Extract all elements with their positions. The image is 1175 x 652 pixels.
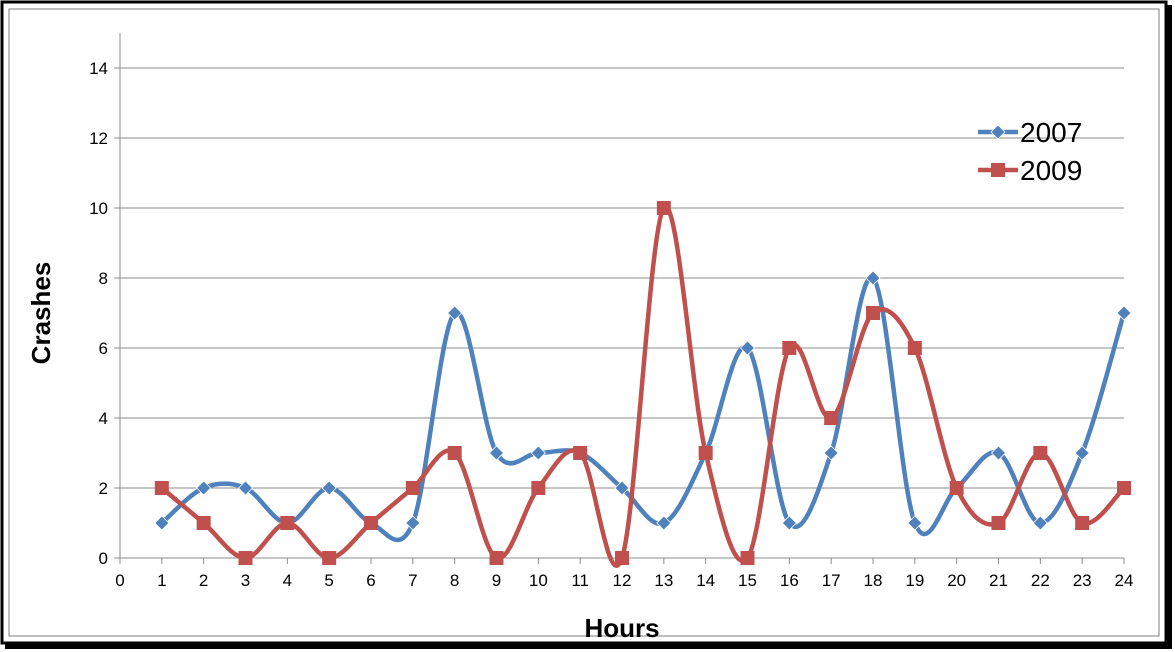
data-point-2009-x3 [238, 551, 253, 565]
x-tick-label: 9 [492, 571, 501, 590]
data-point-2009-x9 [489, 551, 504, 565]
data-point-2007-x13 [656, 515, 672, 531]
y-tick-labels: 0 2 4 6 8 10 12 14 [89, 59, 108, 568]
x-tick-label: 1 [157, 571, 166, 590]
data-point-2007-x21 [990, 445, 1007, 461]
data-point-2009-x20 [949, 481, 964, 495]
data-point-2007-x7 [405, 515, 421, 531]
data-point-2007-x5 [321, 480, 337, 496]
y-tick-label: 8 [99, 269, 108, 288]
data-point-2009-x7 [405, 481, 420, 495]
x-tick-label: 11 [571, 571, 589, 590]
x-tick-label: 3 [241, 571, 250, 590]
y-tick-label: 14 [89, 59, 108, 78]
x-tick-label: 8 [450, 571, 459, 590]
data-point-2007-x10 [530, 445, 546, 461]
data-point-2009-x23 [1075, 516, 1090, 530]
x-tick-label: 10 [529, 571, 548, 590]
data-point-2009-x6 [364, 516, 378, 530]
legend-label-2009: 2009 [1020, 155, 1082, 186]
x-tick-label: 17 [822, 571, 841, 590]
data-point-2009-x1 [154, 481, 169, 495]
data-point-2007-x24 [1116, 305, 1132, 321]
data-point-2007-x18 [865, 270, 881, 286]
x-tick-label: 22 [1031, 571, 1050, 590]
data-point-2009-x5 [322, 551, 337, 565]
data-point-2009-x13 [656, 201, 671, 215]
x-tick-label: 12 [613, 571, 632, 590]
x-tick-label: 4 [283, 571, 292, 590]
y-tick-label: 12 [89, 129, 108, 148]
data-point-2009-x11 [573, 446, 588, 460]
legend-marker-2009 [991, 163, 1005, 177]
x-tick-label: 20 [947, 571, 966, 590]
legend: 2007 2009 [978, 117, 1082, 186]
data-point-2007-x1 [154, 515, 170, 531]
data-point-2009-x19 [907, 341, 922, 355]
x-tick-label: 6 [366, 571, 375, 590]
data-point-2009-x12 [615, 551, 629, 565]
x-tick-label: 18 [864, 571, 883, 590]
x-tick-label: 0 [115, 571, 124, 590]
data-point-2007-x16 [781, 515, 797, 531]
data-point-2007-x12 [614, 480, 630, 496]
x-tick-labels: 0 1 2 3 4 5 6 7 8 9 10 11 12 13 14 15 16 17 18 19 20 21 22 23 24 [115, 571, 1133, 590]
x-tick-label: 14 [696, 571, 715, 590]
series-markers [154, 201, 1132, 565]
y-tick-label: 0 [99, 549, 108, 568]
data-point-2007-x15 [739, 340, 756, 356]
data-point-2007-x23 [1074, 445, 1090, 461]
data-point-2009-x21 [991, 516, 1006, 530]
data-point-2007-x9 [488, 445, 505, 461]
x-tick-label: 23 [1073, 571, 1092, 590]
x-tick-label: 19 [905, 571, 924, 590]
data-point-2009-x2 [196, 516, 211, 530]
data-point-2007-x2 [196, 480, 212, 496]
data-point-2009-x10 [531, 481, 546, 495]
x-axis-title: Hours [584, 613, 659, 643]
legend-label-2007: 2007 [1020, 117, 1082, 148]
y-tick-label: 4 [99, 409, 108, 428]
data-point-2009-x15 [740, 551, 755, 565]
y-axis-title: Crashes [26, 262, 56, 365]
y-tick-label: 2 [99, 479, 108, 498]
x-tick-label: 21 [989, 571, 1008, 590]
y-tick-label: 6 [99, 339, 108, 358]
data-point-2007-x22 [1032, 515, 1048, 531]
x-tick-label: 15 [738, 571, 757, 590]
data-point-2009-x22 [1033, 446, 1048, 460]
data-point-2007-x3 [237, 480, 254, 496]
x-tick-label: 24 [1115, 571, 1134, 590]
chart-inner-border [8, 8, 1160, 637]
data-point-2009-x8 [447, 446, 462, 460]
data-point-2007-x8 [447, 305, 463, 321]
data-point-2009-x24 [1117, 481, 1131, 495]
data-point-2009-x4 [280, 516, 295, 530]
legend-marker-2007 [990, 124, 1006, 140]
data-point-2009-x17 [824, 411, 839, 425]
x-tick-label: 5 [324, 571, 333, 590]
x-tick-label: 7 [408, 571, 417, 590]
x-tick-label: 13 [654, 571, 673, 590]
x-tick-label: 16 [780, 571, 799, 590]
data-point-2007-x19 [907, 515, 923, 531]
y-tick-label: 10 [89, 199, 108, 218]
x-tick-label: 2 [199, 571, 208, 590]
data-point-2009-x18 [866, 306, 880, 320]
data-point-2009-x16 [782, 341, 797, 355]
data-point-2007-x17 [823, 445, 839, 461]
data-point-2009-x14 [698, 446, 713, 460]
